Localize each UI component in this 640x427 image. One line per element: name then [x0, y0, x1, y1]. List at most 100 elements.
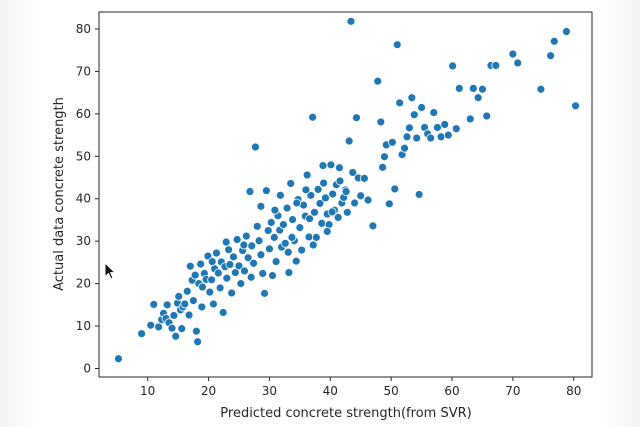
x-tick-label: 40 — [323, 384, 338, 398]
data-point — [478, 84, 487, 94]
data-point — [171, 331, 181, 341]
data-point — [252, 221, 262, 231]
data-point — [341, 187, 351, 196]
data-point — [335, 176, 345, 186]
data-point — [562, 27, 571, 36]
data-point — [440, 120, 450, 129]
data-point — [180, 299, 190, 309]
y-tick-label: 0 — [83, 362, 91, 376]
data-point — [319, 178, 328, 188]
data-point — [392, 40, 402, 50]
data-point — [409, 110, 419, 120]
data-point — [230, 268, 240, 277]
x-tick-label: 10 — [140, 384, 155, 398]
data-point — [451, 124, 461, 134]
data-point — [363, 195, 373, 205]
data-point — [209, 299, 218, 309]
data-point — [222, 273, 232, 283]
data-point — [236, 279, 246, 289]
data-point — [465, 114, 475, 124]
x-tick-label: 70 — [505, 384, 520, 398]
data-points — [114, 16, 580, 364]
data-point — [395, 98, 405, 108]
data-point — [188, 296, 198, 306]
x-tick-label: 60 — [444, 384, 459, 398]
data-point — [221, 237, 231, 247]
data-point — [310, 207, 319, 217]
data-point — [549, 36, 559, 46]
data-point — [454, 83, 464, 93]
data-point — [342, 207, 352, 217]
data-point — [405, 123, 414, 133]
data-point — [198, 282, 207, 292]
data-point — [317, 218, 327, 228]
x-tick-label: 20 — [201, 384, 216, 398]
data-point — [306, 190, 316, 200]
data-point — [190, 270, 200, 280]
data-point — [326, 160, 336, 170]
data-point — [378, 162, 388, 172]
data-point — [261, 186, 271, 196]
data-point — [426, 133, 436, 143]
data-point — [227, 288, 237, 298]
y-tick-label: 80 — [76, 22, 91, 36]
data-point — [443, 130, 453, 140]
data-point — [482, 111, 492, 121]
data-point — [114, 354, 123, 364]
data-point — [333, 213, 343, 222]
x-tick-label: 30 — [262, 384, 277, 398]
data-point — [407, 93, 417, 103]
data-point — [263, 226, 273, 235]
data-point — [213, 268, 223, 278]
data-point — [376, 117, 386, 127]
data-point — [279, 220, 288, 230]
data-point — [212, 248, 221, 258]
data-point — [232, 235, 242, 244]
data-point — [448, 61, 458, 71]
y-tick-label: 10 — [76, 319, 91, 333]
data-point — [292, 198, 302, 208]
data-point — [239, 240, 249, 250]
data-point — [275, 190, 285, 200]
data-point — [513, 58, 523, 68]
y-tick-label: 20 — [76, 277, 91, 291]
data-point — [291, 256, 301, 266]
data-point — [146, 320, 156, 330]
data-point — [308, 112, 318, 122]
data-point — [287, 232, 297, 242]
data-point — [191, 326, 201, 336]
data-point — [229, 252, 238, 262]
data-point — [284, 268, 294, 277]
data-point — [169, 311, 179, 320]
y-tick-label: 30 — [76, 234, 91, 248]
y-axis-ticks: 0 10 20 30 40 50 60 70 80 — [76, 22, 99, 376]
y-tick-label: 60 — [76, 107, 91, 121]
data-point — [380, 152, 389, 162]
data-point — [240, 266, 249, 276]
data-point — [491, 61, 501, 70]
data-point — [225, 260, 235, 269]
data-point — [400, 143, 409, 153]
data-point — [468, 83, 478, 93]
data-point — [256, 250, 266, 260]
data-point — [322, 227, 332, 236]
data-point — [384, 199, 394, 209]
data-point — [271, 257, 281, 266]
data-point — [218, 308, 228, 317]
mouse-cursor-icon — [104, 262, 116, 280]
data-point — [254, 236, 264, 246]
data-point — [243, 253, 253, 263]
data-point — [571, 101, 580, 111]
data-point — [305, 214, 314, 224]
data-point — [348, 168, 358, 177]
data-point — [429, 108, 439, 117]
data-point — [205, 287, 215, 297]
data-point — [390, 184, 400, 194]
data-point — [546, 51, 556, 61]
y-axis-label: Actual data concrete strength — [52, 97, 67, 291]
data-point — [247, 241, 257, 251]
y-tick-label: 40 — [76, 192, 91, 206]
data-point — [256, 201, 266, 211]
